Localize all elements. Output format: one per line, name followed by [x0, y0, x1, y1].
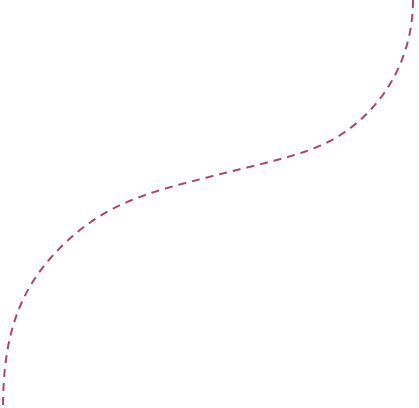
decoration [2, 0, 414, 408]
dashed-curve [2, 0, 414, 408]
page [2, 0, 414, 408]
